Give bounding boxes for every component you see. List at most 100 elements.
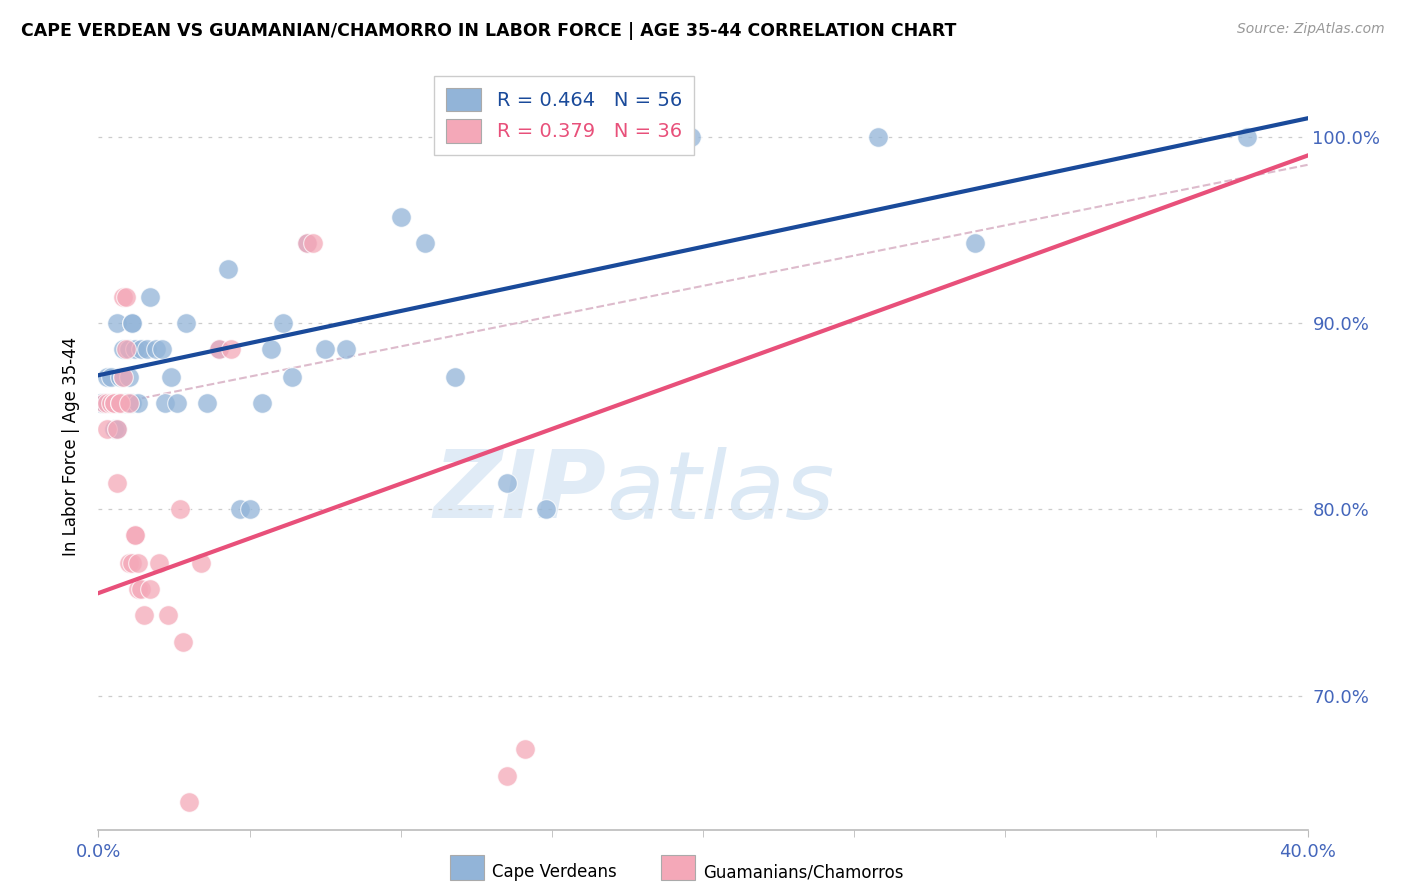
Point [534, 502, 557, 516]
Point [153, 396, 176, 410]
Point [513, 742, 536, 756]
Point [389, 210, 412, 224]
Point [145, 342, 167, 356]
Point [121, 557, 143, 571]
Point [139, 290, 162, 304]
Text: Source: ZipAtlas.com: Source: ZipAtlas.com [1237, 22, 1385, 37]
Text: CAPE VERDEAN VS GUAMANIAN/CHAMORRO IN LABOR FORCE | AGE 35-44 CORRELATION CHART: CAPE VERDEAN VS GUAMANIAN/CHAMORRO IN LA… [21, 22, 956, 40]
Point [868, 129, 890, 144]
Point [103, 396, 125, 410]
Point [105, 476, 128, 491]
Point [121, 316, 143, 330]
Point [148, 557, 170, 571]
Point [93, 396, 115, 410]
Legend: R = 0.464   N = 56, R = 0.379   N = 36: R = 0.464 N = 56, R = 0.379 N = 36 [434, 76, 693, 154]
Point [160, 370, 183, 384]
Point [108, 370, 131, 384]
Point [114, 342, 136, 356]
Point [114, 290, 136, 304]
Point [105, 422, 128, 436]
Point [96, 422, 118, 436]
Point [105, 396, 128, 410]
Point [90, 396, 112, 410]
Point [195, 396, 218, 410]
Point [111, 290, 134, 304]
Point [118, 396, 141, 410]
Point [190, 557, 212, 571]
Point [495, 768, 517, 782]
Point [121, 396, 143, 410]
Point [444, 370, 467, 384]
Point [166, 396, 188, 410]
Point [156, 608, 179, 623]
Point [124, 528, 146, 542]
Point [172, 634, 194, 648]
Point [239, 502, 262, 516]
Point [96, 396, 118, 410]
Point [150, 342, 173, 356]
Point [295, 235, 318, 250]
Point [129, 582, 152, 597]
Point [1236, 129, 1258, 144]
Text: atlas: atlas [606, 447, 835, 538]
Point [250, 396, 273, 410]
Point [100, 396, 122, 410]
Text: Cape Verdeans: Cape Verdeans [492, 863, 617, 881]
Point [295, 235, 318, 250]
Point [118, 557, 141, 571]
Point [111, 370, 134, 384]
Point [108, 396, 131, 410]
Point [208, 342, 231, 356]
Point [174, 316, 197, 330]
Point [281, 370, 304, 384]
Point [118, 396, 141, 410]
Point [208, 342, 231, 356]
Point [129, 342, 152, 356]
Point [127, 396, 149, 410]
Y-axis label: In Labor Force | Age 35-44: In Labor Force | Age 35-44 [62, 336, 80, 556]
Point [217, 262, 239, 277]
Point [108, 396, 131, 410]
Point [118, 370, 141, 384]
Point [314, 342, 336, 356]
Point [118, 342, 141, 356]
Point [132, 608, 155, 623]
Point [124, 528, 146, 542]
Point [679, 129, 702, 144]
Point [302, 235, 325, 250]
Point [105, 316, 128, 330]
Point [413, 235, 436, 250]
Point [965, 235, 987, 250]
Point [121, 316, 143, 330]
Point [103, 396, 125, 410]
Point [135, 342, 157, 356]
Point [103, 396, 125, 410]
Point [169, 502, 191, 516]
Point [114, 396, 136, 410]
Point [127, 582, 149, 597]
Point [111, 342, 134, 356]
Point [111, 370, 134, 384]
Point [108, 396, 131, 410]
Point [103, 422, 125, 436]
Point [100, 370, 122, 384]
Point [139, 582, 162, 597]
Point [111, 396, 134, 410]
Point [179, 795, 201, 809]
Point [114, 396, 136, 410]
Point [93, 396, 115, 410]
Point [335, 342, 357, 356]
Point [124, 342, 146, 356]
Point [127, 557, 149, 571]
Text: ZIP: ZIP [433, 446, 606, 538]
Point [100, 396, 122, 410]
Point [90, 396, 112, 410]
Point [260, 342, 283, 356]
Point [221, 342, 243, 356]
Point [271, 316, 294, 330]
Point [495, 476, 517, 491]
Point [105, 422, 128, 436]
Point [229, 502, 252, 516]
Text: Guamanians/Chamorros: Guamanians/Chamorros [703, 863, 904, 881]
Point [96, 370, 118, 384]
